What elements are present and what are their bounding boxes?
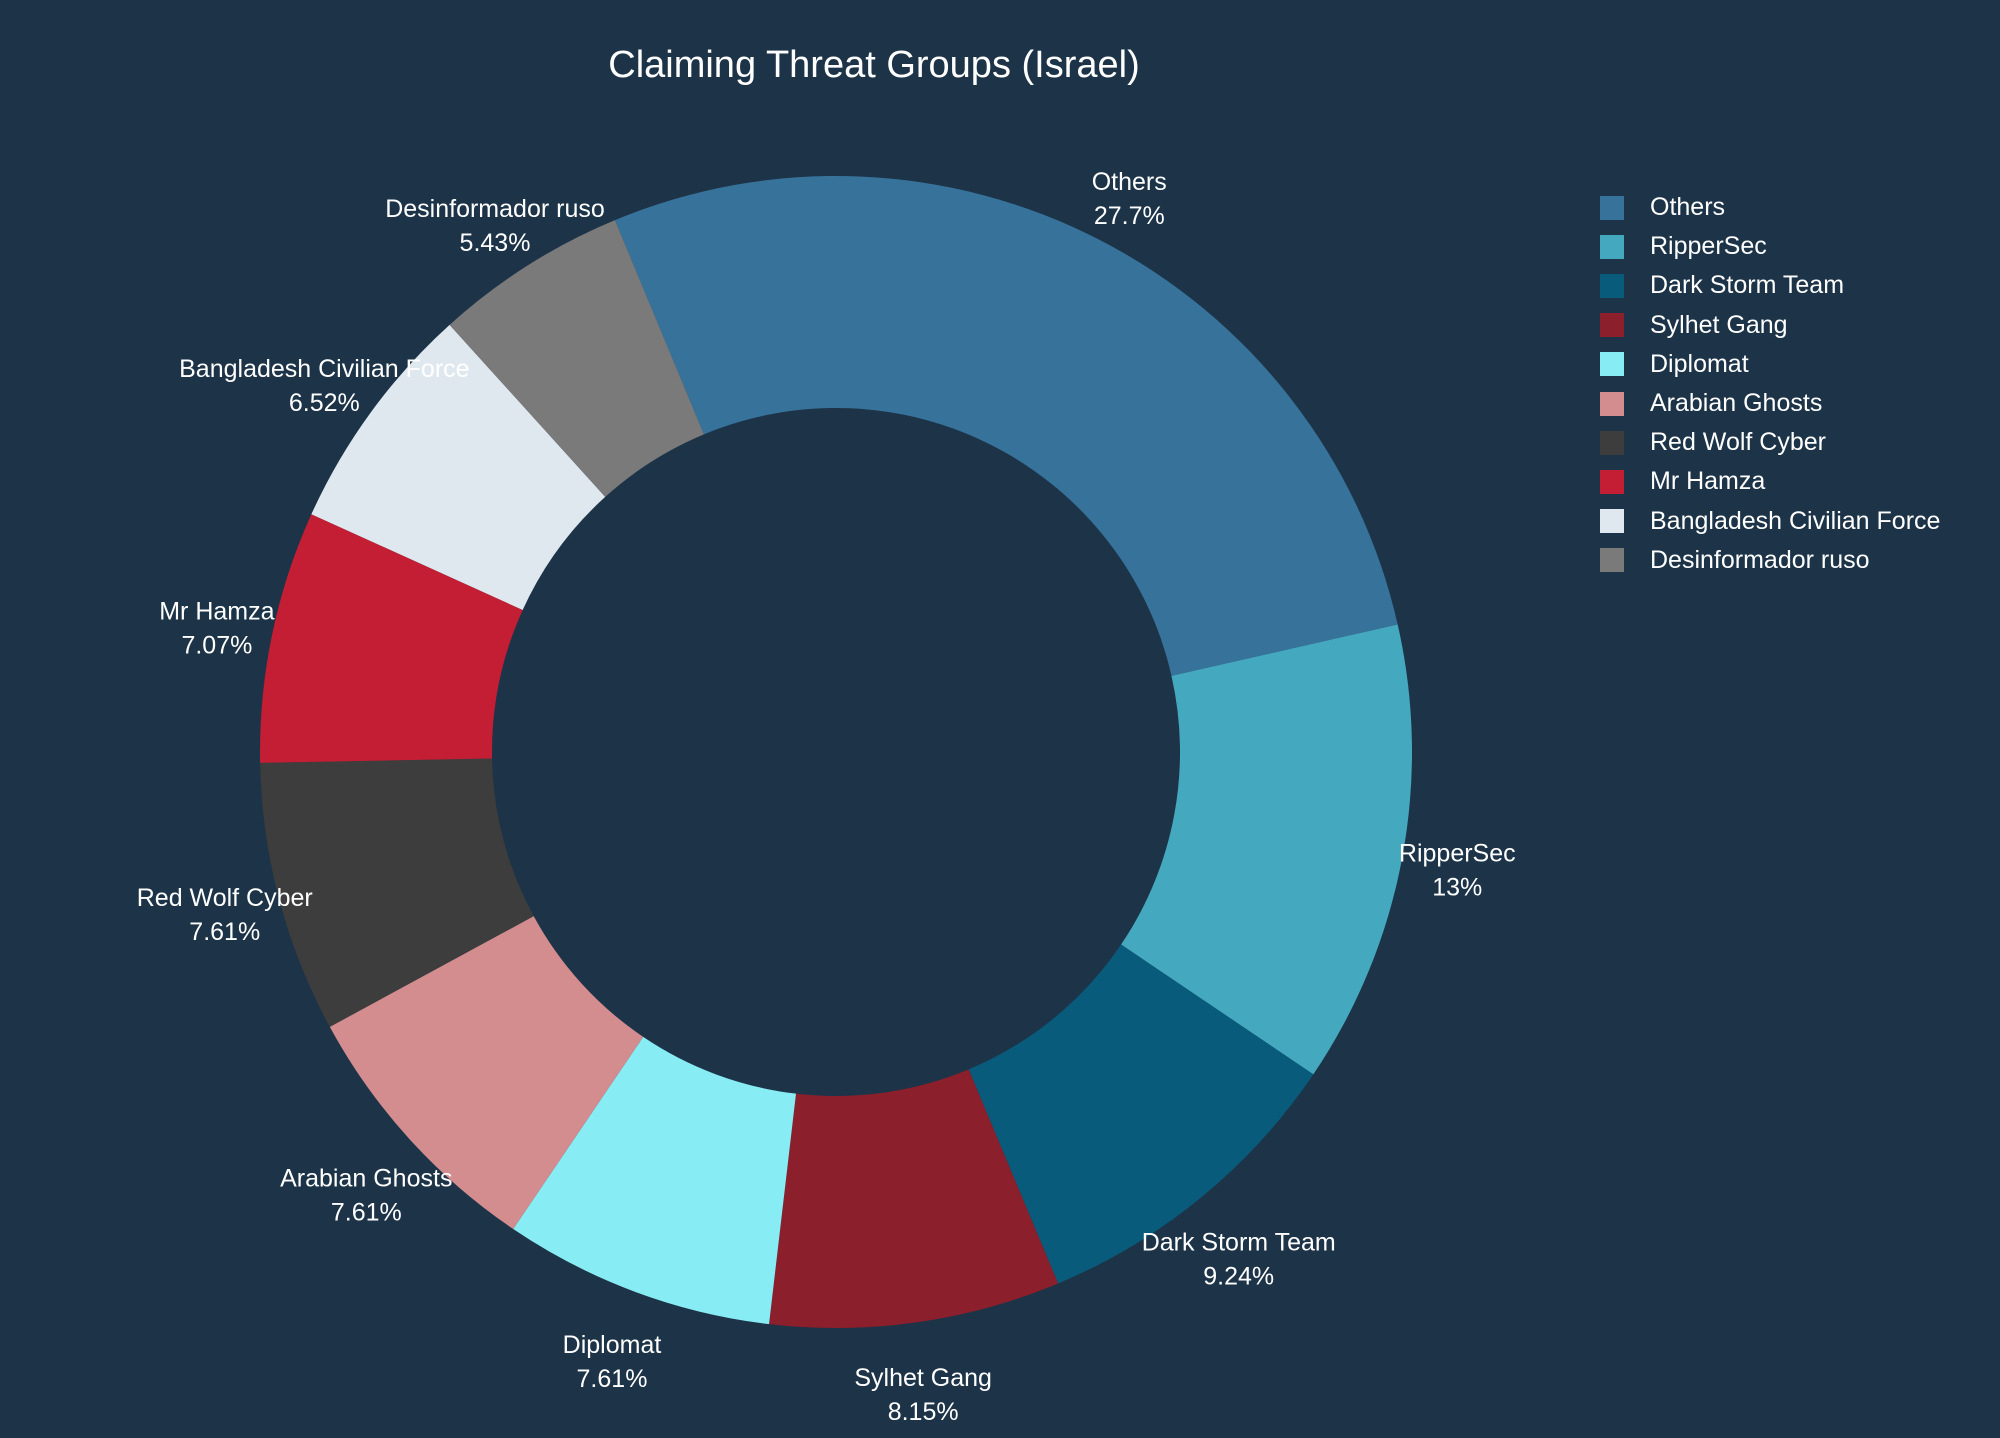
legend-swatch (1600, 430, 1624, 455)
slice-label-diplomat: Diplomat 7.61% (563, 1331, 662, 1393)
slice-label-percent: 7.07% (181, 632, 252, 660)
legend-swatch (1600, 313, 1624, 338)
legend-label: Arabian Ghosts (1650, 389, 1823, 418)
legend-swatch (1600, 234, 1624, 259)
legend-label: Diplomat (1650, 349, 1749, 378)
legend-swatch (1600, 352, 1624, 377)
legend-label: Bangladesh Civilian Force (1650, 506, 1941, 535)
slice-label-percent: 8.15% (888, 1398, 959, 1426)
legend-item-red-wolf-cyber[interactable]: Red Wolf Cyber (1600, 423, 1940, 462)
slice-label-mr-hamza: Mr Hamza 7.07% (159, 598, 274, 660)
legend-swatch (1600, 391, 1624, 416)
legend-swatch (1600, 273, 1624, 298)
slice-label-rippersec: RipperSec 13% (1399, 839, 1516, 901)
slice-bangladesh-civilian-force[interactable] (311, 324, 606, 611)
slice-others[interactable] (614, 176, 1398, 676)
legend-item-arabian-ghosts[interactable]: Arabian Ghosts (1600, 384, 1940, 423)
legend-label: Dark Storm Team (1650, 271, 1845, 300)
legend-item-bangladesh-civilian-force[interactable]: Bangladesh Civilian Force (1600, 502, 1940, 541)
slice-label-name: Sylhet Gang (854, 1364, 992, 1392)
legend-swatch (1600, 469, 1624, 494)
slice-label-percent: 9.24% (1203, 1262, 1274, 1290)
slice-label-arabian-ghosts: Arabian Ghosts 7.61% (280, 1165, 452, 1227)
slice-label-name: Bangladesh Civilian Force (179, 355, 469, 383)
slice-label-desinformador-ruso: Desinformador ruso 5.43% (385, 195, 605, 257)
slice-label-others: Others 27.7% (1092, 168, 1167, 230)
legend-swatch (1600, 509, 1624, 534)
slice-dark-storm-team[interactable] (968, 944, 1314, 1284)
legend-label: Red Wolf Cyber (1650, 428, 1826, 457)
legend-item-sylhet-gang[interactable]: Sylhet Gang (1600, 306, 1940, 345)
legend-item-diplomat[interactable]: Diplomat (1600, 345, 1940, 384)
slice-label-sylhet-gang: Sylhet Gang 8.15% (854, 1364, 992, 1426)
slice-label-percent: 7.61% (189, 918, 260, 946)
slice-label-name: Others (1092, 168, 1167, 196)
legend-item-desinformador-ruso[interactable]: Desinformador ruso (1600, 541, 1940, 580)
slice-label-name: Desinformador ruso (385, 195, 605, 223)
slice-label-percent: 7.61% (331, 1199, 402, 1227)
slice-arabian-ghosts[interactable] (329, 916, 644, 1230)
slice-label-percent: 13% (1432, 873, 1482, 901)
slice-diplomat[interactable] (513, 1036, 797, 1325)
legend-item-rippersec[interactable]: RipperSec (1600, 227, 1940, 266)
legend-item-others[interactable]: Others (1600, 188, 1940, 227)
slice-label-bangladesh-civilian-force: Bangladesh Civilian Force 6.52% (179, 355, 469, 417)
legend-swatch (1600, 195, 1624, 220)
slice-label-percent: 7.61% (577, 1365, 648, 1393)
slice-label-name: RipperSec (1399, 839, 1516, 867)
slice-label-dark-storm-team: Dark Storm Team 9.24% (1142, 1228, 1336, 1290)
slice-red-wolf-cyber[interactable] (260, 758, 534, 1027)
legend-swatch (1600, 548, 1624, 573)
slice-label-red-wolf-cyber: Red Wolf Cyber 7.61% (137, 884, 313, 946)
legend-item-mr-hamza[interactable]: Mr Hamza (1600, 462, 1940, 501)
legend-label: Sylhet Gang (1650, 310, 1788, 339)
slice-label-name: Mr Hamza (159, 598, 274, 626)
slice-label-name: Diplomat (563, 1331, 662, 1359)
slice-sylhet-gang[interactable] (769, 1069, 1059, 1328)
legend-item-dark-storm-team[interactable]: Dark Storm Team (1600, 266, 1940, 305)
slice-label-percent: 6.52% (289, 389, 360, 417)
slice-label-name: Red Wolf Cyber (137, 884, 313, 912)
legend-label: Others (1650, 193, 1726, 222)
slice-rippersec[interactable] (1121, 624, 1412, 1075)
slice-label-percent: 27.7% (1094, 202, 1165, 230)
slice-mr-hamza[interactable] (260, 514, 523, 763)
slice-desinformador-ruso[interactable] (449, 220, 704, 497)
chart-title: Claiming Threat Groups (Israel) (608, 44, 1140, 86)
slice-label-percent: 5.43% (460, 229, 531, 257)
slice-label-name: Dark Storm Team (1142, 1228, 1336, 1256)
chart-legend: Others RipperSec Dark Storm Team Sylhet Gan… (1600, 188, 1940, 580)
legend-label: RipperSec (1650, 232, 1767, 261)
legend-label: Mr Hamza (1650, 467, 1766, 496)
slice-label-name: Arabian Ghosts (280, 1165, 452, 1193)
legend-label: Desinformador ruso (1650, 545, 1870, 574)
